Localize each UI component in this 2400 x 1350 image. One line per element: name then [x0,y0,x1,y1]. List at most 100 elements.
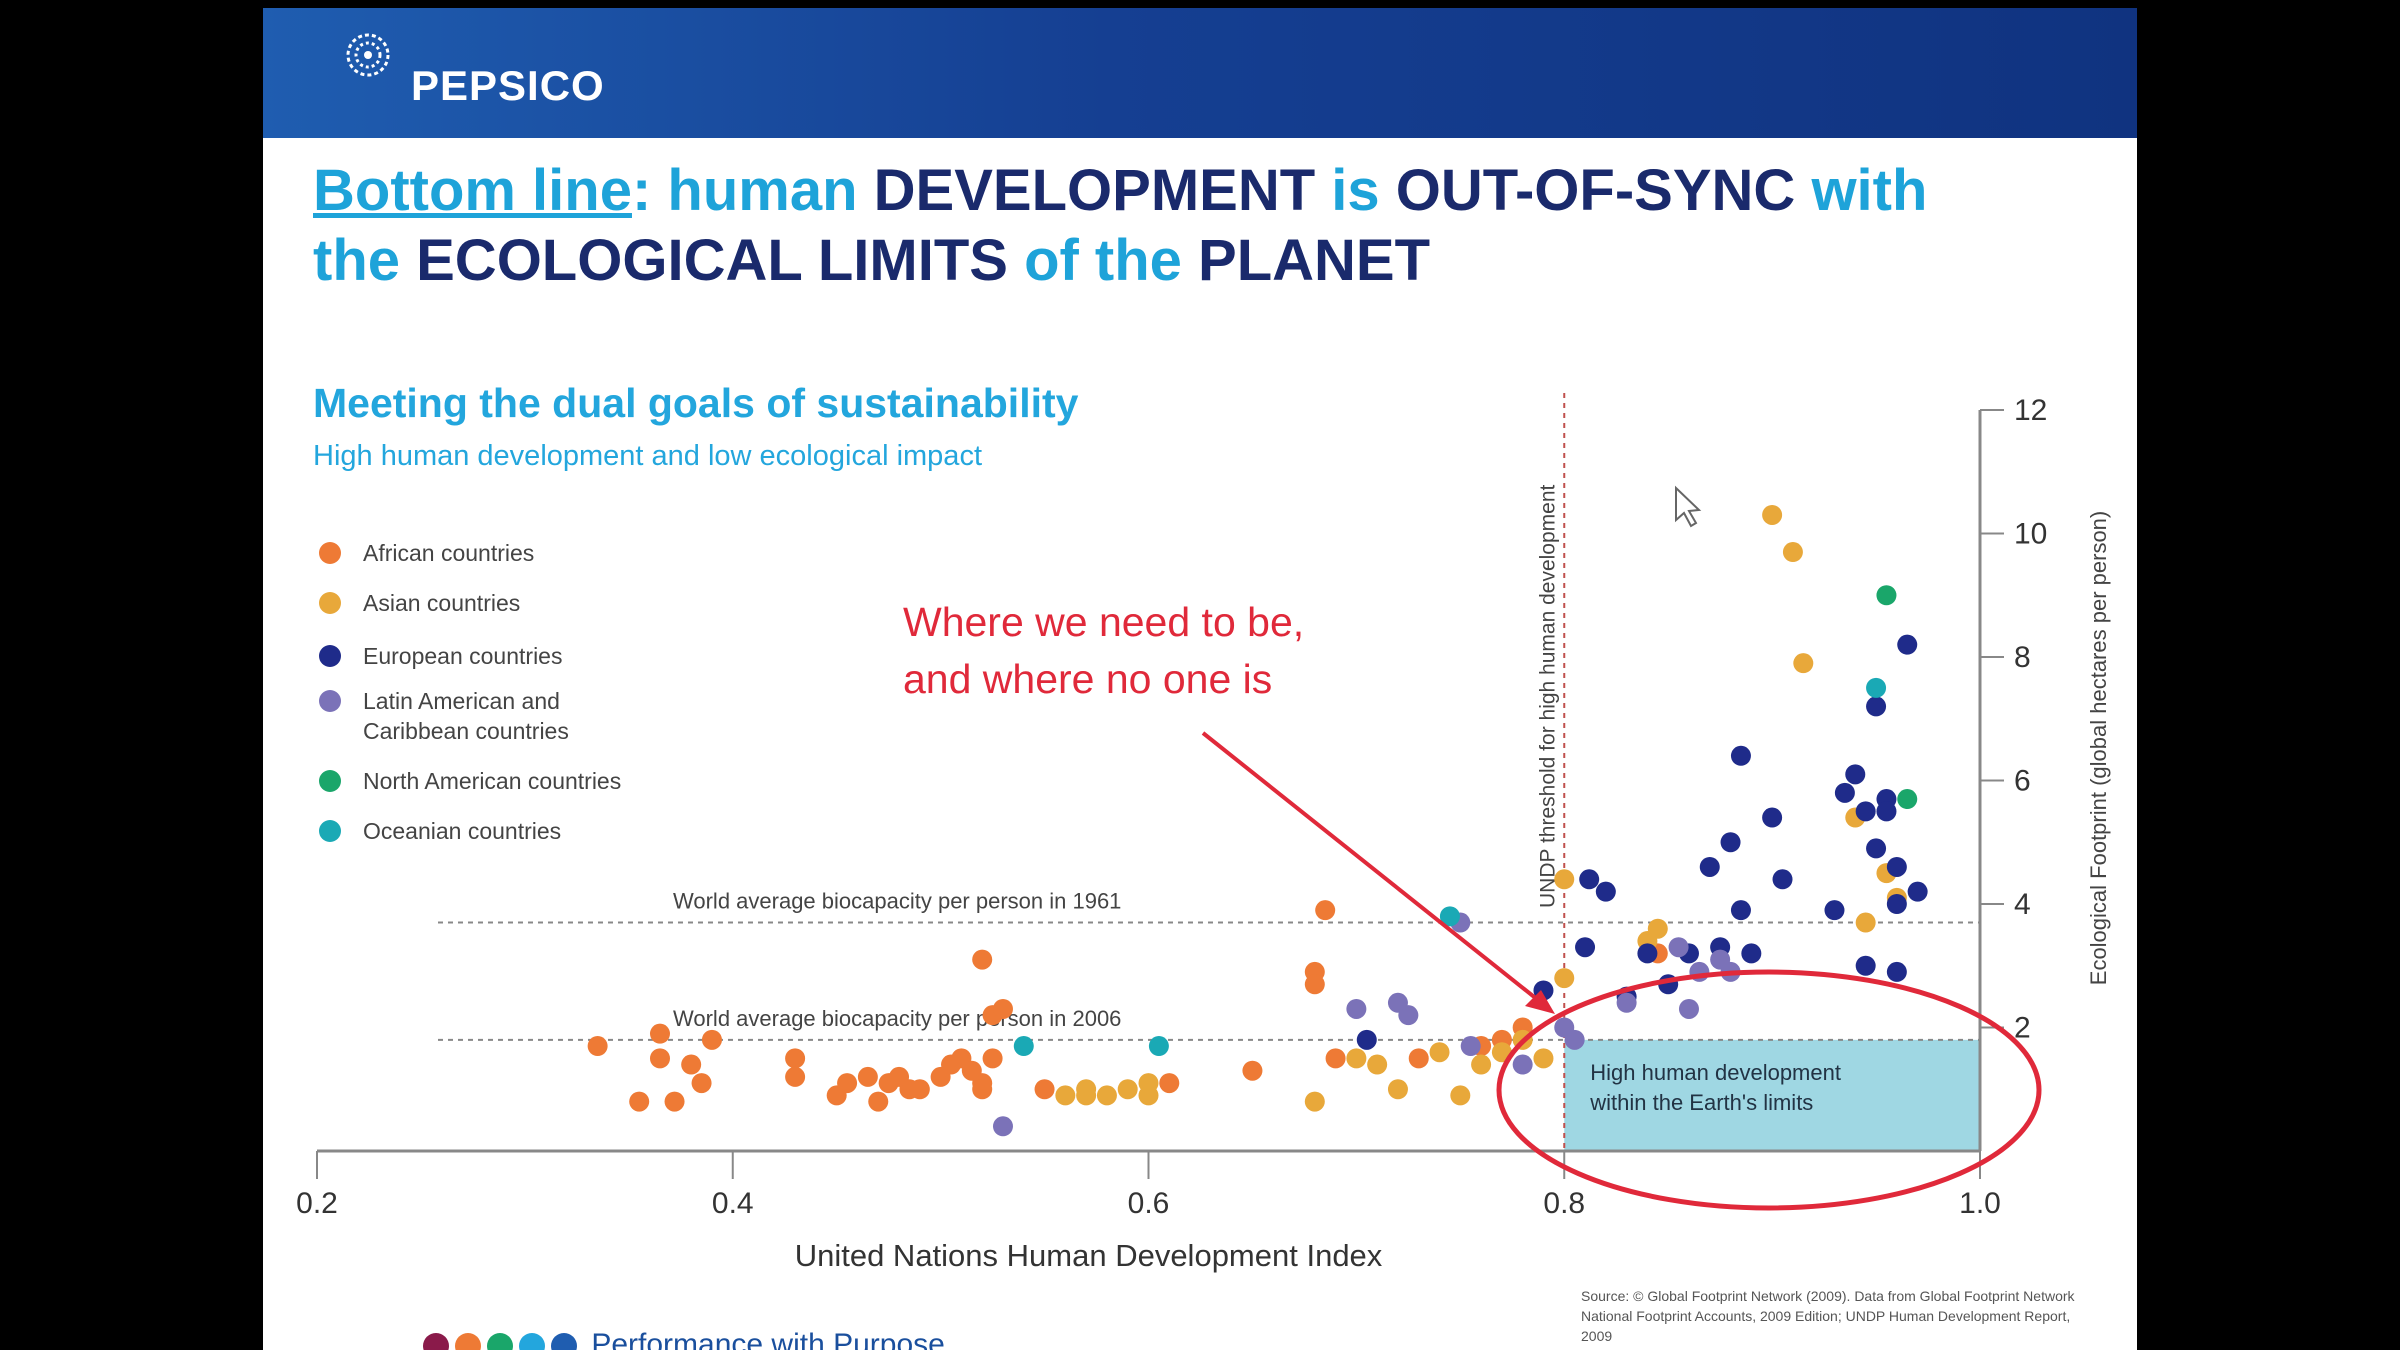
title-part: of the [1024,228,1199,293]
threshold-label: UNDP threshold for high human developmen… [1536,484,1559,908]
legend-label: Oceanian countries [363,818,562,844]
y-tick-label: 8 [2014,641,2031,674]
scatter-plot: High human development within the Earth's… [296,393,2111,1273]
data-point-oceanian [1148,1036,1169,1057]
reference-line-label: World average biocapacity per person in … [673,1006,1121,1031]
slide: PEPSICO Bottom line: human DEVELOPMENT i… [263,8,2137,1350]
data-point-european [1356,1029,1377,1050]
data-point-african [1325,1048,1346,1069]
data-point-asian [1429,1042,1450,1063]
target-zone [1564,1039,1980,1151]
reference-line-label: World average biocapacity per person in … [673,889,1121,914]
title-part: the [313,228,417,293]
data-point-asian [1055,1085,1076,1106]
data-point-african [664,1091,685,1112]
legend-label: African countries [363,540,535,566]
data-point-european [1886,961,1907,982]
data-point-latin [1564,1029,1585,1050]
x-tick-label: 0.6 [1128,1187,1170,1220]
data-point-european [1855,801,1876,822]
footer-shape-icon [455,1333,481,1350]
title-part: : [631,158,668,223]
data-point-african [972,949,993,970]
legend-dot-icon [319,592,341,614]
data-point-african [837,1073,858,1094]
legend-dot-icon [319,690,341,712]
data-point-asian [1782,542,1803,563]
data-point-european [1730,900,1751,921]
data-point-african [649,1048,670,1069]
legend-label: Asian countries [363,590,521,616]
legend-item: North American countries [319,766,621,796]
data-point-european [1876,801,1897,822]
data-point-african [1159,1073,1180,1094]
data-point-african [857,1066,878,1087]
x-tick-label: 0.2 [296,1187,338,1220]
data-point-north-american [1876,585,1897,606]
title-part: is [1331,158,1396,223]
data-point-european [1579,869,1600,890]
callout-arrow [1201,731,1550,1010]
y-tick-label: 12 [2014,394,2047,427]
data-point-latin [1668,937,1689,958]
data-point-european [1855,955,1876,976]
footer-strip: Performance with Purpose [423,1328,945,1350]
data-point-european [1897,634,1918,655]
footer-shape-icon [551,1333,577,1350]
x-axis-label: United Nations Human Development Index [795,1238,1383,1273]
legend-label: Latin American and Caribbean countries [363,688,569,744]
legend-label: European countries [363,643,563,669]
footer-shape-icon [519,1333,545,1350]
legend-item: Asian countries [319,588,520,618]
data-point-latin [1460,1036,1481,1057]
data-point-european [1845,764,1866,785]
legend-label: North American countries [363,768,622,794]
legend-item: Oceanian countries [319,816,561,846]
page-title: Bottom line: human DEVELOPMENT is OUT-OF… [313,156,2113,296]
title-part: DEVELOPMENT [873,158,1332,223]
data-point-european [1907,881,1928,902]
data-point-european [1720,832,1741,853]
data-point-asian [1387,1079,1408,1100]
data-point-latin [1512,1054,1533,1075]
data-point-asian [1138,1073,1159,1094]
title-part: human [667,158,874,223]
data-point-african [868,1091,889,1112]
title-part: ECOLOGICAL LIMITS [416,228,1025,293]
data-point-african [992,998,1013,1019]
data-point-european [1772,869,1793,890]
data-point-latin [1346,998,1367,1019]
data-point-asian [1076,1079,1097,1100]
pepsico-globe-icon [346,33,390,77]
data-point-oceanian [1439,906,1460,927]
data-point-african [785,1066,806,1087]
data-point-european [1886,856,1907,877]
data-point-european [1637,943,1658,964]
data-point-african [629,1091,650,1112]
data-point-asian [1855,912,1876,933]
data-point-european [1834,782,1855,803]
data-point-north-american [1897,789,1918,810]
data-point-asian [1554,869,1575,890]
footer-shape-icon [487,1333,513,1350]
data-point-european [1699,856,1720,877]
data-point-african [1034,1079,1055,1100]
data-point-european [1595,881,1616,902]
x-tick-label: 1.0 [1959,1187,2001,1220]
title-part: PLANET [1198,228,1431,293]
data-point-latin [1616,992,1637,1013]
source-note: Source: © Global Footprint Network (2009… [1581,1288,2075,1344]
data-point-african [1315,900,1336,921]
data-point-asian [1096,1085,1117,1106]
x-tick-label: 0.4 [712,1187,754,1220]
data-point-asian [1533,1048,1554,1069]
data-point-asian [1346,1048,1367,1069]
data-point-asian [1367,1054,1388,1075]
title-part: Bottom line [313,158,632,223]
header-band: PEPSICO [263,8,2137,138]
data-point-asian [1471,1054,1492,1075]
data-point-asian [1762,504,1783,525]
data-point-asian [1647,918,1668,939]
x-tick-label: 0.8 [1543,1187,1585,1220]
data-point-european [1886,894,1907,914]
